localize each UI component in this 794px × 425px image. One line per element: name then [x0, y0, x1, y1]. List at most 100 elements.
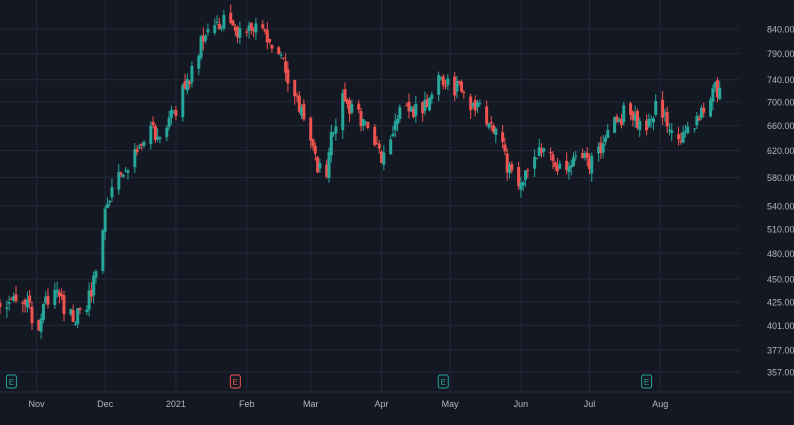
candle-body: [683, 130, 687, 132]
candle-body: [583, 153, 587, 158]
candle-body: [165, 127, 169, 138]
candle-body: [103, 208, 107, 232]
candle-body: [654, 100, 658, 115]
candle-body: [508, 164, 512, 173]
candle-body: [709, 99, 713, 117]
candle-down: [551, 151, 555, 169]
candle-down: [635, 108, 639, 130]
candle-body: [46, 295, 50, 305]
candle-body: [30, 306, 34, 324]
candle-down: [444, 79, 448, 90]
candle-body: [599, 142, 603, 154]
earnings-marker[interactable]: E: [5, 374, 17, 389]
candle-body: [215, 21, 219, 23]
candle-body: [617, 118, 621, 122]
candle-body: [567, 166, 571, 172]
candle-down: [201, 27, 205, 51]
candle-down: [565, 152, 569, 175]
candle-body: [414, 104, 418, 116]
candle-up: [124, 167, 128, 173]
candle-up: [455, 76, 459, 99]
candle-down: [457, 80, 461, 86]
earnings-marker[interactable]: E: [641, 374, 653, 389]
earnings-marker[interactable]: E: [229, 374, 241, 389]
candle-down: [645, 114, 649, 136]
candle-up: [718, 80, 722, 100]
candle-body: [197, 55, 201, 69]
candle-body: [153, 125, 157, 141]
earnings-marker-label: E: [644, 378, 649, 387]
candle-body: [37, 319, 41, 331]
candle-up: [108, 200, 112, 207]
candle-up: [142, 140, 146, 149]
candle-down: [462, 90, 466, 99]
candle-body: [485, 106, 489, 125]
candle-down: [265, 21, 269, 50]
candle-down: [30, 301, 34, 331]
candle-body: [245, 31, 249, 33]
candle-up: [137, 143, 141, 150]
candle-body: [220, 27, 224, 29]
candle-body: [350, 104, 354, 113]
candle-body: [41, 304, 45, 320]
candle-down: [245, 28, 249, 37]
candle-body: [373, 126, 377, 146]
grid-lines: [0, 0, 740, 392]
candle-body: [686, 126, 690, 134]
candle-body: [622, 105, 626, 123]
candle-up: [76, 308, 80, 328]
candle-body: [665, 111, 669, 127]
earnings-marker-label: E: [233, 378, 238, 387]
candle-down: [229, 4, 233, 25]
candle-up: [55, 281, 59, 298]
candle-up: [590, 152, 594, 183]
candle-down: [489, 115, 493, 131]
price-tick-label: 840.00: [767, 24, 794, 34]
candle-body: [313, 145, 317, 154]
candle-body: [133, 149, 137, 168]
time-tick-label: Dec: [97, 399, 114, 409]
candle-body: [389, 139, 393, 155]
candle-body: [108, 200, 112, 203]
candle-down: [540, 143, 543, 158]
candle-body: [265, 30, 269, 43]
candle-up: [533, 149, 537, 178]
candle-body: [87, 290, 91, 310]
candle-body: [270, 44, 274, 49]
candle-body: [430, 94, 434, 100]
candle-body: [396, 119, 400, 125]
earnings-marker[interactable]: E: [437, 374, 449, 389]
candle-body: [457, 81, 461, 84]
candle-body: [295, 95, 299, 97]
candle-up: [478, 99, 482, 107]
candle-up: [94, 269, 98, 284]
candle-down: [615, 113, 619, 124]
candle-down: [119, 171, 123, 178]
candle-down: [14, 285, 18, 304]
candle-body: [85, 309, 89, 312]
candle-body: [21, 302, 25, 304]
time-tick-label: Jun: [514, 399, 529, 409]
candle-body: [524, 170, 528, 181]
candle-body: [217, 23, 221, 30]
candle-down: [677, 127, 681, 146]
candle-body: [149, 125, 153, 145]
time-tick-label: May: [442, 399, 460, 409]
time-tick-label: Feb: [239, 399, 255, 409]
candle-up: [101, 229, 105, 275]
candle-down: [249, 21, 253, 35]
candle-down: [286, 61, 290, 92]
candle-body: [549, 152, 553, 154]
candle-down: [587, 153, 591, 175]
candle-body: [503, 144, 507, 152]
candle-body: [167, 117, 171, 128]
candle-down: [631, 110, 635, 127]
price-tick-label: 540.00: [767, 202, 794, 212]
time-axis: Nov Dec 2021 Feb Mar Apr May Jun Jul Aug: [29, 399, 669, 409]
candle-up: [279, 51, 283, 59]
candle-up: [181, 82, 185, 122]
candle-up: [247, 21, 251, 39]
